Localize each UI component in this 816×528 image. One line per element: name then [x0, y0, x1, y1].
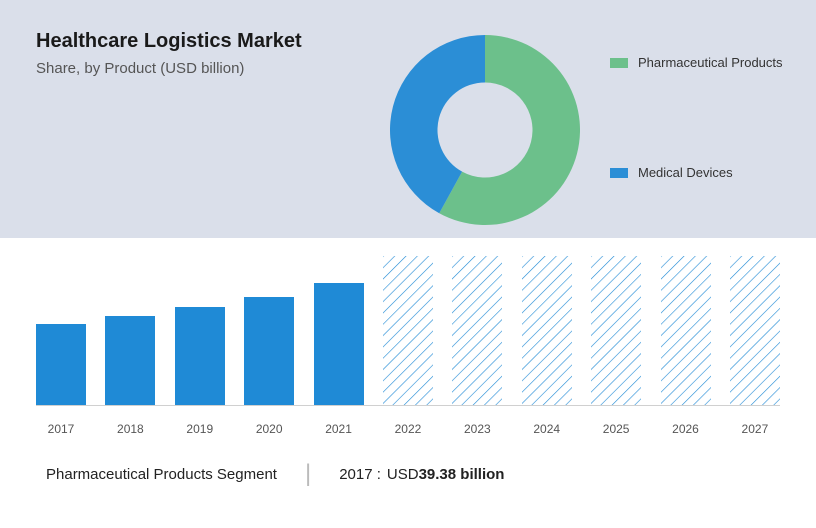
footer-segment-label: Pharmaceutical Products Segment — [46, 466, 277, 483]
legend-swatch-icon — [610, 168, 628, 178]
footer-value-prefix: USD — [387, 466, 419, 483]
bar-slot — [591, 256, 641, 406]
bar-hatched — [661, 256, 711, 406]
bar-solid — [36, 324, 86, 407]
bar-slot — [661, 256, 711, 406]
bar-slot — [383, 256, 433, 406]
legend-item: Medical Devices — [610, 165, 783, 180]
page-subtitle: Share, by Product (USD billion) — [36, 60, 244, 77]
bar-slot — [314, 283, 364, 406]
bar-baseline — [36, 405, 780, 406]
legend-item: Pharmaceutical Products — [610, 55, 783, 70]
bar-slot — [522, 256, 572, 406]
bar-year-label: 2020 — [244, 422, 294, 436]
bar-year-label: 2023 — [452, 422, 502, 436]
legend-label: Pharmaceutical Products — [638, 55, 783, 70]
bar-year-label: 2026 — [661, 422, 711, 436]
footer-value: 39.38 billion — [419, 466, 505, 483]
bar-hatched — [730, 256, 780, 406]
page-title: Healthcare Logistics Market — [36, 30, 302, 53]
bar-year-label: 2027 — [730, 422, 780, 436]
bar-year-label: 2025 — [591, 422, 641, 436]
bar-solid — [244, 297, 294, 407]
legend-label: Medical Devices — [638, 165, 733, 180]
bar-solid — [175, 307, 225, 406]
bar-hatched — [452, 256, 502, 406]
bar-panel: 2017 2018 2019 2020 2021 2022 2023 2024 2025 2026… — [0, 238, 816, 436]
bar-year-label: 2018 — [105, 422, 155, 436]
bar-slot — [105, 316, 155, 406]
bar-year-label: 2021 — [314, 422, 364, 436]
share-panel: Healthcare Logistics Market Share, by Pr… — [0, 0, 816, 238]
bar-slot — [244, 297, 294, 407]
bar-chart: 2017 2018 2019 2020 2021 2022 2023 2024 2025 2026… — [36, 256, 780, 436]
bar-slot — [730, 256, 780, 406]
bar-solid — [105, 316, 155, 406]
bar-slot — [452, 256, 502, 406]
bar-slot — [36, 324, 86, 407]
bar-hatched — [591, 256, 641, 406]
bar-year-label: 2022 — [383, 422, 433, 436]
donut-chart — [390, 35, 580, 225]
bar-year-label: 2019 — [175, 422, 225, 436]
bar-slot — [175, 307, 225, 406]
bar-year-label: 2017 — [36, 422, 86, 436]
footer-callout: Pharmaceutical Products Segment | 2017 :… — [0, 436, 816, 488]
legend-swatch-icon — [610, 58, 628, 68]
bar-solid — [314, 283, 364, 406]
bar-year-label: 2024 — [522, 422, 572, 436]
donut-legend: Pharmaceutical Products Medical Devices — [610, 55, 783, 180]
bar-hatched — [522, 256, 572, 406]
footer-year: 2017 : — [339, 466, 381, 483]
bar-hatched — [383, 256, 433, 406]
footer-divider-icon: | — [305, 460, 311, 488]
